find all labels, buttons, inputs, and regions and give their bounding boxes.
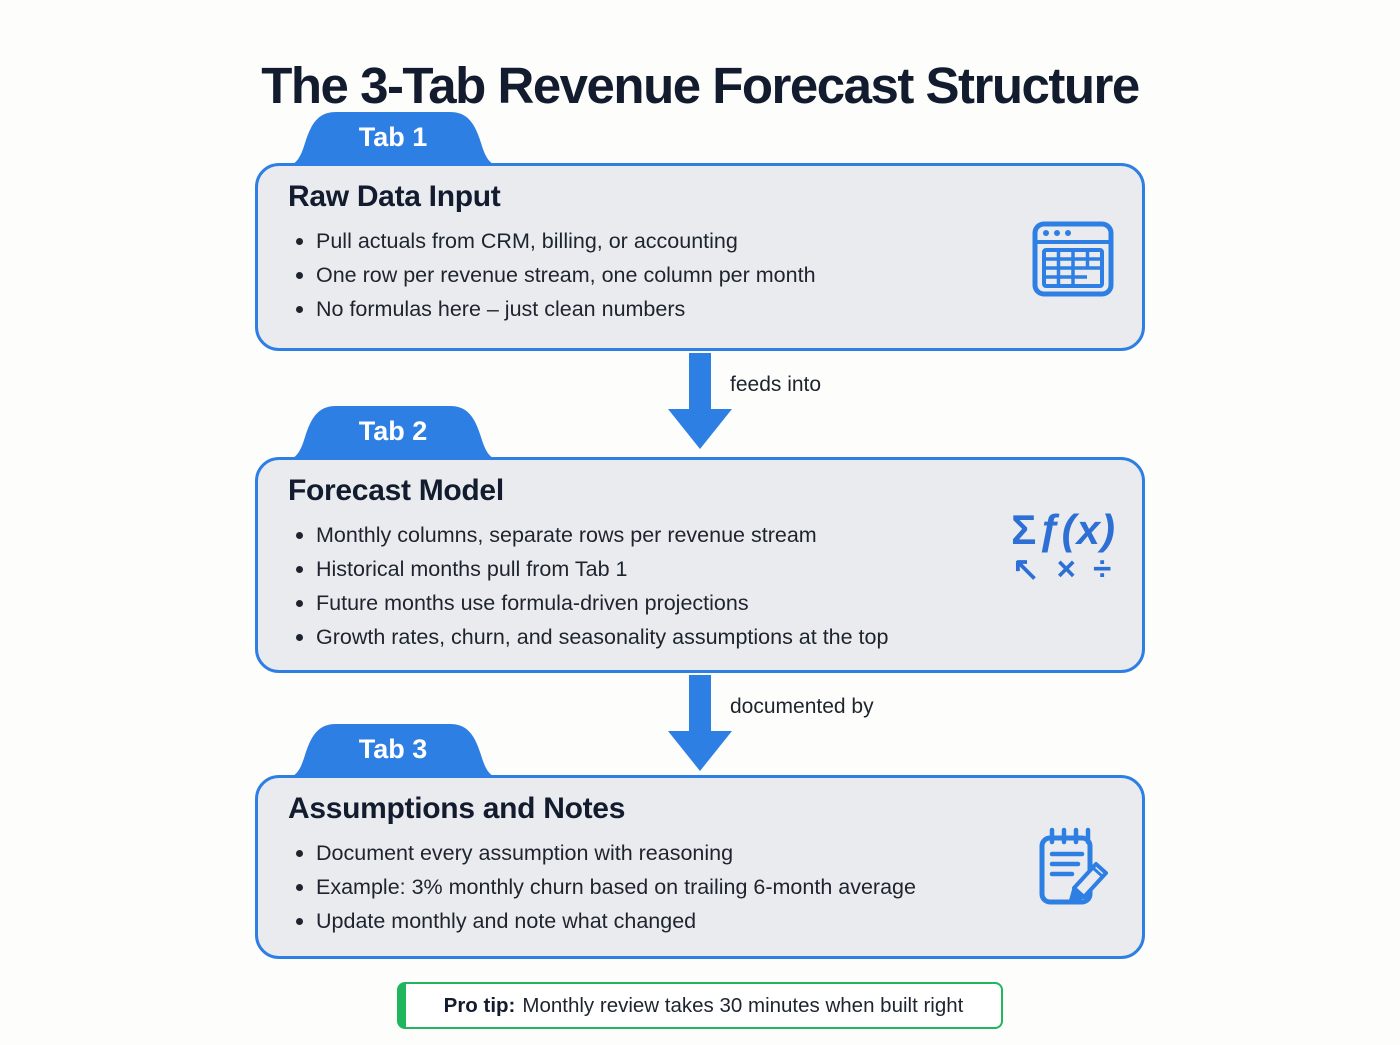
bullet-item: Historical months pull from Tab 1 [288, 552, 1012, 586]
bullet-item: One row per revenue stream, one column p… [288, 258, 1012, 292]
tab2-body: Forecast Model Monthly columns, separate… [255, 457, 1145, 673]
tab3-folder-tab: Tab 3 [283, 724, 503, 778]
bullet-item: Future months use formula-driven project… [288, 586, 1012, 620]
math-formulas-icon: Σƒ(x) ↖ × ÷ [1011, 506, 1116, 588]
tab3-bullet-list: Document every assumption with reasoning… [288, 836, 1012, 938]
bullet-item: Pull actuals from CRM, billing, or accou… [288, 224, 1012, 258]
notepad-pencil-icon [1030, 824, 1114, 921]
connector-feeds-into: feeds into [255, 351, 1145, 457]
tab2-bullet-list: Monthly columns, separate rows per reven… [288, 518, 1012, 654]
tab2-label: Tab 2 [358, 416, 428, 446]
tab3-heading: Assumptions and Notes [288, 792, 626, 825]
tab1-body: Raw Data Input Pull actuals from CRM, bi… [255, 163, 1145, 351]
tab1-bullet-list: Pull actuals from CRM, billing, or accou… [288, 224, 1012, 326]
tab2-heading: Forecast Model [288, 474, 504, 507]
down-arrow-icon [668, 353, 732, 449]
bullet-item: No formulas here – just clean numbers [288, 292, 1012, 326]
tab2-folder-tab: Tab 2 [283, 406, 503, 460]
math-line-fx: Σƒ(x) [1011, 506, 1116, 553]
bullet-item: Growth rates, churn, and seasonality ass… [288, 620, 1012, 654]
tab3-label: Tab 3 [358, 734, 428, 764]
tab3-card: Tab 3 Assumptions and Notes Document eve… [255, 724, 1145, 959]
spreadsheet-grid-icon [1030, 218, 1116, 305]
pro-tip-label: Pro tip: [443, 993, 516, 1017]
down-arrow-icon [668, 675, 732, 771]
math-line-operators: ↖ × ÷ [1011, 550, 1116, 588]
bullet-item: Example: 3% monthly churn based on trail… [288, 870, 1012, 904]
pro-tip-callout: Pro tip: Monthly review takes 30 minutes… [397, 982, 1003, 1029]
tab1-card: Tab 1 Raw Data Input Pull actuals from C… [255, 112, 1145, 351]
pro-tip-text: Monthly review takes 30 minutes when bui… [522, 993, 964, 1017]
bullet-item: Update monthly and note what changed [288, 904, 1012, 938]
tab2-card: Tab 2 Forecast Model Monthly columns, se… [255, 406, 1145, 673]
connector-label: feeds into [730, 373, 822, 396]
connector-documented-by: documented by [255, 673, 1145, 775]
bullet-item: Document every assumption with reasoning [288, 836, 1012, 870]
tab1-label: Tab 1 [358, 122, 428, 152]
page-title: The 3-Tab Revenue Forecast Structure [261, 57, 1140, 115]
folder-tab-shape [283, 406, 503, 460]
connector-label: documented by [730, 695, 874, 718]
tab1-heading: Raw Data Input [288, 180, 501, 213]
tab3-body: Assumptions and Notes Document every ass… [255, 775, 1145, 959]
bullet-item: Monthly columns, separate rows per reven… [288, 518, 1012, 552]
folder-tab-shape [283, 724, 503, 778]
folder-tab-shape [283, 112, 503, 166]
tab1-folder-tab: Tab 1 [283, 112, 503, 166]
